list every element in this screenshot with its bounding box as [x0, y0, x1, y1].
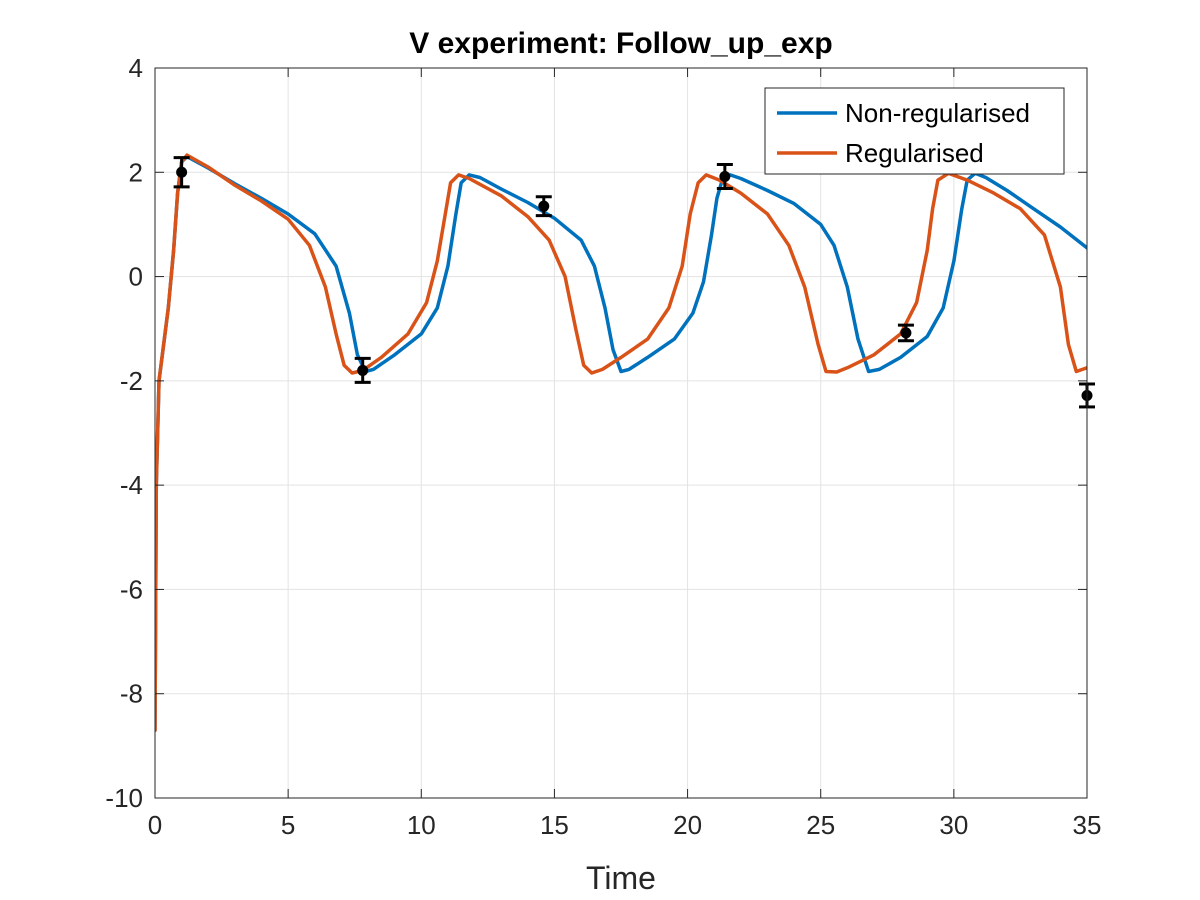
x-tick-label: 35: [1073, 810, 1102, 840]
data-point: [897, 323, 914, 343]
series-line-regularised: [155, 153, 1087, 732]
x-tick-label: 5: [281, 810, 295, 840]
data-marker: [719, 170, 731, 182]
data-point: [535, 195, 552, 218]
y-tick-label: 0: [129, 262, 143, 292]
legend[interactable]: Non-regularised Regularised: [764, 87, 1065, 175]
data-marker: [900, 327, 912, 339]
x-tick-label: 10: [407, 810, 436, 840]
chart-title: V experiment: Follow_up_exp: [409, 27, 832, 60]
x-axis-label: Time: [586, 860, 656, 896]
y-tick-label: 4: [129, 53, 143, 83]
data-point: [354, 356, 371, 384]
y-tick-label: -2: [120, 366, 143, 396]
x-tick-label: 30: [939, 810, 968, 840]
legend-label: Regularised: [845, 138, 984, 168]
x-tick-label: 15: [540, 810, 569, 840]
series-line-non-regularised: [155, 154, 1087, 732]
y-tick-label: 2: [129, 157, 143, 187]
plot-frame: [154, 67, 1088, 799]
legend-box: [764, 87, 1065, 175]
plot-area: [155, 68, 1087, 798]
data-point: [716, 162, 733, 190]
data-marker: [176, 166, 188, 178]
series-layer: [155, 153, 1087, 732]
x-tick-label: 20: [673, 810, 702, 840]
y-ticks: -10 -8 -6 -4 -2 0 2 4: [105, 53, 1087, 813]
legend-item[interactable]: Non-regularised: [777, 98, 1030, 128]
y-tick-label: -10: [105, 783, 143, 813]
legend-label: Non-regularised: [845, 98, 1030, 128]
x-tick-label: 25: [806, 810, 835, 840]
x-ticks: 0 5 10 15 20 25 30 35: [148, 68, 1102, 840]
y-tick-label: -6: [120, 574, 143, 604]
data-marker: [357, 364, 369, 376]
x-tick-label: 0: [148, 810, 162, 840]
data-marker: [538, 200, 550, 212]
legend-item[interactable]: Regularised: [777, 138, 984, 168]
y-tick-label: -4: [120, 470, 143, 500]
data-point: [173, 156, 190, 189]
y-tick-label: -8: [120, 679, 143, 709]
